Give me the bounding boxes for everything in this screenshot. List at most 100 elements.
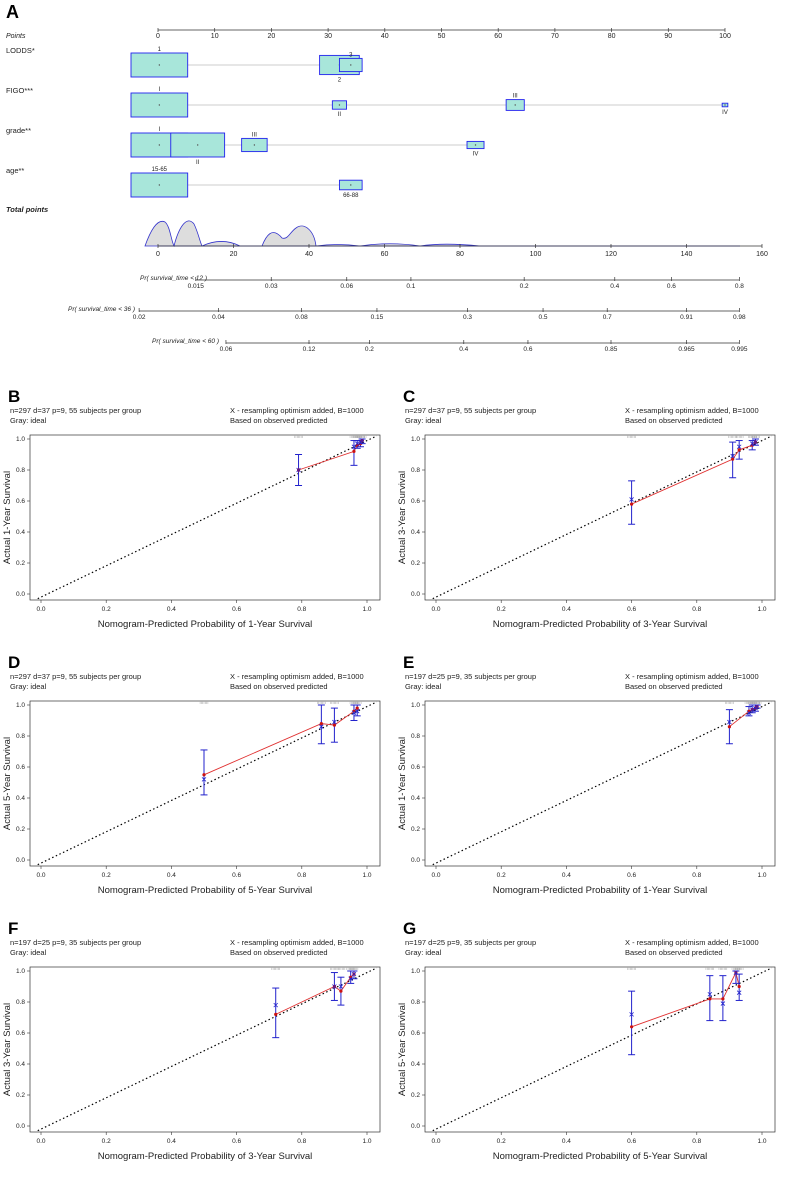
probability-tick-label: 0.85 <box>605 346 618 353</box>
observed-point <box>731 457 735 461</box>
y-tick-label: 0.0 <box>16 857 25 864</box>
points-tick-label: 100 <box>719 33 731 40</box>
x-tick-label: 0.4 <box>562 872 571 879</box>
corrected-marker <box>629 1012 634 1017</box>
level-center <box>158 184 161 186</box>
y-tick-label: 0.8 <box>411 467 420 474</box>
observed-point <box>355 706 359 710</box>
points-tick-label: 30 <box>324 33 332 40</box>
x-tick-label: 0.2 <box>102 606 111 613</box>
y-axis-label: Actual 3-Year Survival <box>397 471 408 564</box>
info-text: Gray: ideal <box>10 682 47 691</box>
y-tick-label: 0.8 <box>16 733 25 740</box>
info-text: Based on observed predicted <box>625 948 723 957</box>
level-label: I <box>159 127 161 133</box>
y-tick-label: 1.0 <box>411 436 420 443</box>
plot-frame <box>29 700 381 867</box>
y-tick-label: 0.2 <box>411 1092 420 1099</box>
level-label: II <box>338 112 342 118</box>
corrected-marker <box>351 971 357 977</box>
x-tick-label: 0.0 <box>36 1138 45 1145</box>
info-text: Gray: ideal <box>405 948 442 957</box>
info-text: Based on observed predicted <box>230 682 328 691</box>
probability-tick-label: 0.4 <box>610 283 619 290</box>
points-tick-label: 40 <box>381 33 389 40</box>
x-tick-label: 0.2 <box>102 872 111 879</box>
observed-point <box>630 502 634 506</box>
x-tick-label: 0.8 <box>297 872 306 879</box>
probability-tick-label: 0.06 <box>340 283 353 290</box>
ideal-line <box>432 967 773 1132</box>
x-tick-label: 0.8 <box>692 606 701 613</box>
x-tick-label: 0.6 <box>627 872 636 879</box>
info-text: n=297 d=37 p=9, 55 subjects per group <box>10 672 141 681</box>
corrected-marker <box>736 990 742 995</box>
y-tick-label: 0.4 <box>411 529 420 536</box>
probability-tick-label: 0.015 <box>188 283 205 290</box>
x-axis-label: Nomogram-Predicted Probability of 5-Year… <box>98 885 313 896</box>
x-tick-label: 1.0 <box>362 872 371 879</box>
x-tick-label: 1.0 <box>757 872 766 879</box>
probability-tick-label: 0.995 <box>731 346 748 353</box>
y-axis-label: Actual 1-Year Survival <box>397 737 408 830</box>
total-tick-label: 120 <box>605 251 617 258</box>
probability-tick-label: 0.03 <box>265 283 278 290</box>
y-tick-label: 1.0 <box>411 702 420 709</box>
corrected-marker <box>319 724 324 729</box>
x-tick-label: 0.6 <box>232 1138 241 1145</box>
calibration-line <box>275 973 355 1015</box>
level-center <box>253 144 256 146</box>
info-text: n=297 d=37 p=9, 55 subjects per group <box>10 406 141 415</box>
info-text: Gray: ideal <box>405 682 442 691</box>
level-label: III <box>513 94 518 100</box>
level-label: 2 <box>338 78 342 84</box>
y-tick-label: 0.8 <box>16 999 25 1006</box>
level-center <box>350 184 352 186</box>
total-tick-label: 20 <box>230 251 238 258</box>
panel-letter: B <box>8 387 20 406</box>
observed-point <box>737 448 741 452</box>
corrected-marker <box>354 441 360 446</box>
info-text: Based on observed predicted <box>625 682 723 691</box>
plot-frame <box>29 434 381 601</box>
probability-tick-label: 0.98 <box>733 314 746 321</box>
corrected-marker <box>296 467 301 473</box>
y-axis-label: Actual 1-Year Survival <box>2 471 13 564</box>
x-tick-label: 1.0 <box>362 606 371 613</box>
total-tick-label: 80 <box>456 251 464 258</box>
info-text: n=197 d=25 p=9, 35 subjects per group <box>405 938 536 947</box>
probability-tick-label: 0.15 <box>371 314 384 321</box>
x-axis-label: Nomogram-Predicted Probability of 3-Year… <box>98 1151 313 1162</box>
level-center <box>350 64 352 66</box>
level-center <box>514 104 516 106</box>
panel-letter: F <box>8 919 18 938</box>
observed-point <box>332 723 336 727</box>
level-center <box>724 104 726 106</box>
total-tick-label: 140 <box>681 251 693 258</box>
x-tick-label: 0.0 <box>36 872 45 879</box>
x-tick-label: 0.4 <box>167 1138 176 1145</box>
probability-tick-label: 0.965 <box>678 346 695 353</box>
observed-point <box>708 997 712 1001</box>
x-tick-label: 0.2 <box>497 606 506 613</box>
info-text: Gray: ideal <box>10 416 47 425</box>
y-tick-label: 0.2 <box>16 826 25 833</box>
x-tick-label: 0.2 <box>497 1138 506 1145</box>
info-text: Based on observed predicted <box>230 948 328 957</box>
corrected-marker <box>332 719 337 725</box>
probability-tick-label: 0.2 <box>365 346 374 353</box>
x-tick-label: 0.0 <box>431 872 440 879</box>
plot-frame <box>29 966 381 1133</box>
x-tick-label: 0.0 <box>431 1138 440 1145</box>
x-axis-label: Nomogram-Predicted Probability of 5-Year… <box>493 1151 708 1162</box>
x-tick-label: 1.0 <box>362 1138 371 1145</box>
level-label: III <box>252 132 257 138</box>
probability-tick-label: 0.6 <box>667 283 676 290</box>
total-points-label: Total points <box>6 205 48 214</box>
points-tick-label: 70 <box>551 33 559 40</box>
probability-tick-label: 0.91 <box>680 314 693 321</box>
observed-point <box>630 1025 634 1029</box>
x-tick-label: 1.0 <box>757 606 766 613</box>
density-fill <box>145 220 740 246</box>
